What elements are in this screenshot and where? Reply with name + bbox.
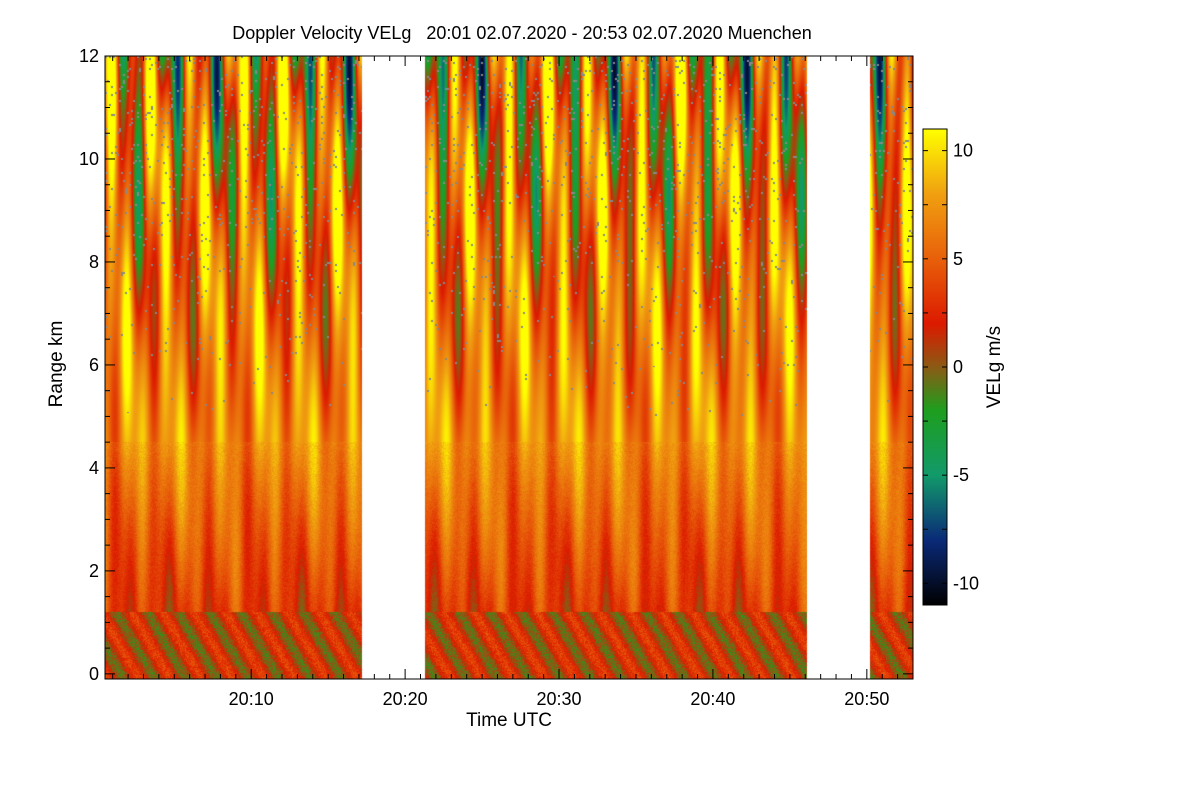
colorbar-label: VELg m/s	[984, 326, 1005, 408]
plot-frame	[104, 55, 914, 680]
x-tick-label: 20:20	[383, 689, 428, 709]
x-tick-label: 20:30	[536, 689, 581, 709]
y-tick-label: 12	[79, 46, 99, 66]
x-tick-label: 20:10	[229, 689, 274, 709]
plot-area	[105, 56, 913, 679]
colorbar-tick-label: 5	[953, 249, 963, 269]
chart-title: Doppler Velocity VELg 20:01 02.07.2020 -…	[232, 23, 811, 43]
velocity-heatmap	[105, 56, 913, 679]
y-tick-label: 6	[89, 355, 99, 375]
colorbar-tick-label: -5	[953, 465, 969, 485]
x-tick-label: 20:40	[690, 689, 735, 709]
colorbar-tick-label: -10	[953, 573, 979, 593]
colorbar-tick-label: 10	[953, 141, 973, 161]
y-tick-label: 4	[89, 458, 99, 478]
y-tick-label: 0	[89, 664, 99, 684]
y-tick-label: 2	[89, 561, 99, 581]
colorbar-tick-label: 0	[953, 357, 963, 377]
y-tick-label: 10	[79, 149, 99, 169]
colorbar-ticks: 10 5 0 -5 -10	[923, 141, 979, 593]
y-axis-label: Range km	[46, 321, 67, 408]
y-tick-label: 8	[89, 252, 99, 272]
x-tick-label: 20:50	[844, 689, 889, 709]
x-axis-ticks: 20:10 20:20 20:30 20:40 20:50	[112, 56, 914, 709]
y-axis-ticks: 0 2 4 6 8 10 12	[79, 46, 913, 684]
x-axis-label: Time UTC	[466, 710, 552, 731]
